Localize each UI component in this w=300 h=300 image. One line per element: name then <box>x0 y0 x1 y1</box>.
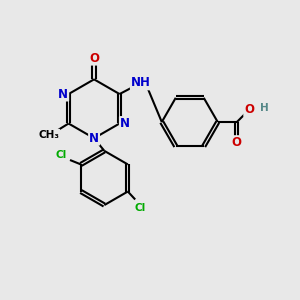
Text: CH₃: CH₃ <box>38 130 59 140</box>
Text: O: O <box>244 103 254 116</box>
Text: N: N <box>58 88 68 100</box>
Text: NH: NH <box>131 76 151 89</box>
Text: Cl: Cl <box>56 150 67 160</box>
Text: Cl: Cl <box>135 203 146 213</box>
Text: N: N <box>89 132 99 145</box>
Text: O: O <box>89 52 99 64</box>
Text: N: N <box>120 117 130 130</box>
Text: H: H <box>260 103 269 113</box>
Text: O: O <box>232 136 242 149</box>
